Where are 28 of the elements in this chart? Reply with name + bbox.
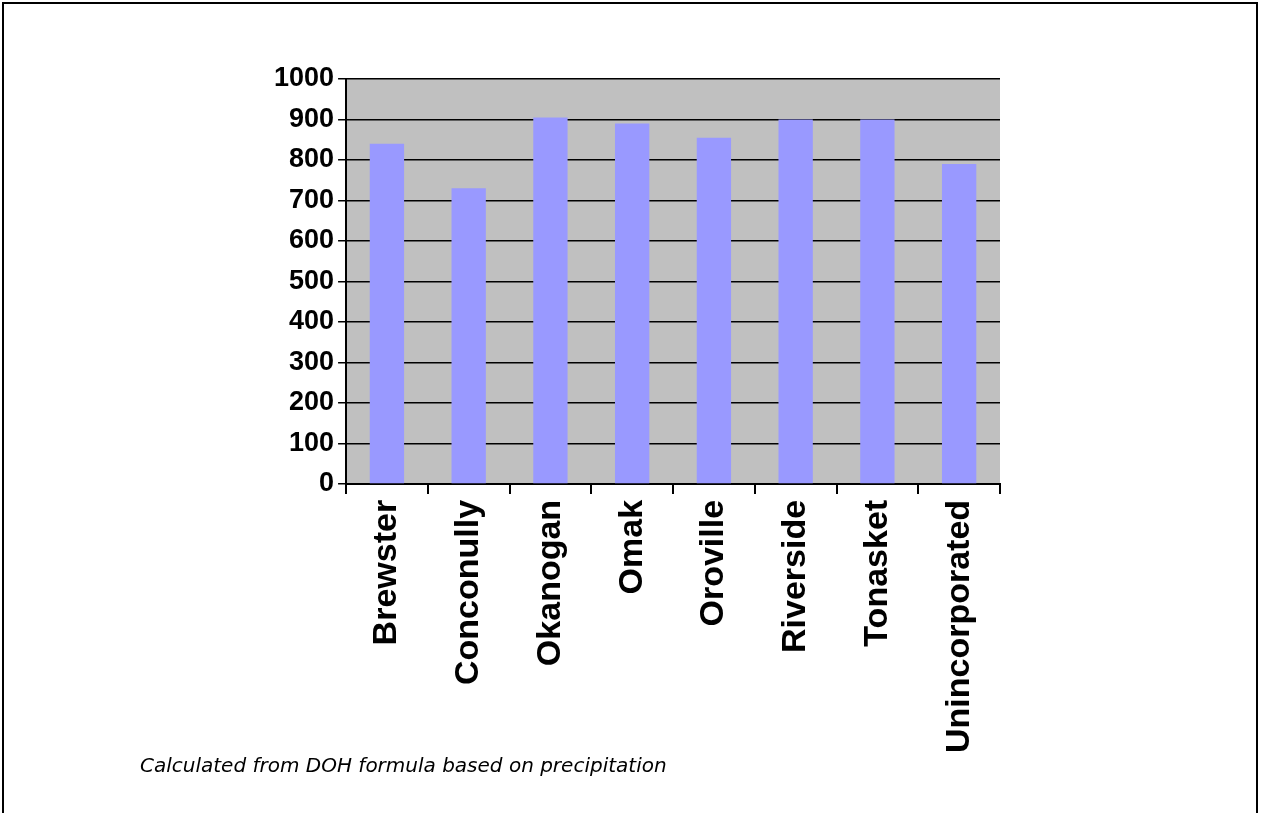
bar xyxy=(778,119,813,484)
bar xyxy=(451,188,486,484)
x-tick-label: Conconully xyxy=(447,499,486,685)
x-tick-label: Unincorporated xyxy=(937,499,976,753)
y-tick-label: 0 xyxy=(319,467,335,498)
x-tick-label: Omak xyxy=(610,499,649,595)
y-tick-label: 600 xyxy=(289,224,335,255)
bar xyxy=(369,143,405,484)
bar xyxy=(696,137,732,484)
bar xyxy=(941,164,977,484)
y-tick-label: 1000 xyxy=(273,62,335,93)
x-tick-label: Riverside xyxy=(774,499,813,653)
text: Calculated from DOH formula based on precipitation xyxy=(140,753,667,777)
y-tick-label: 300 xyxy=(289,345,335,376)
x-tick-label: Tonasket xyxy=(855,499,894,647)
x-tick-label: Okanogan xyxy=(528,499,567,667)
bar xyxy=(860,119,895,484)
x-tick-label: Brewster xyxy=(365,499,404,646)
y-tick-label: 500 xyxy=(289,264,335,295)
y-tick-label: 100 xyxy=(289,426,335,457)
y-tick-label: 900 xyxy=(289,102,335,133)
bar xyxy=(615,123,650,484)
y-tick-label: 800 xyxy=(289,143,335,174)
y-tick-label: 400 xyxy=(289,305,335,336)
y-tick-label: 200 xyxy=(289,386,335,417)
y-tick-label: 700 xyxy=(289,183,335,214)
x-tick-label: Oroville xyxy=(692,499,731,627)
bar xyxy=(533,117,568,484)
